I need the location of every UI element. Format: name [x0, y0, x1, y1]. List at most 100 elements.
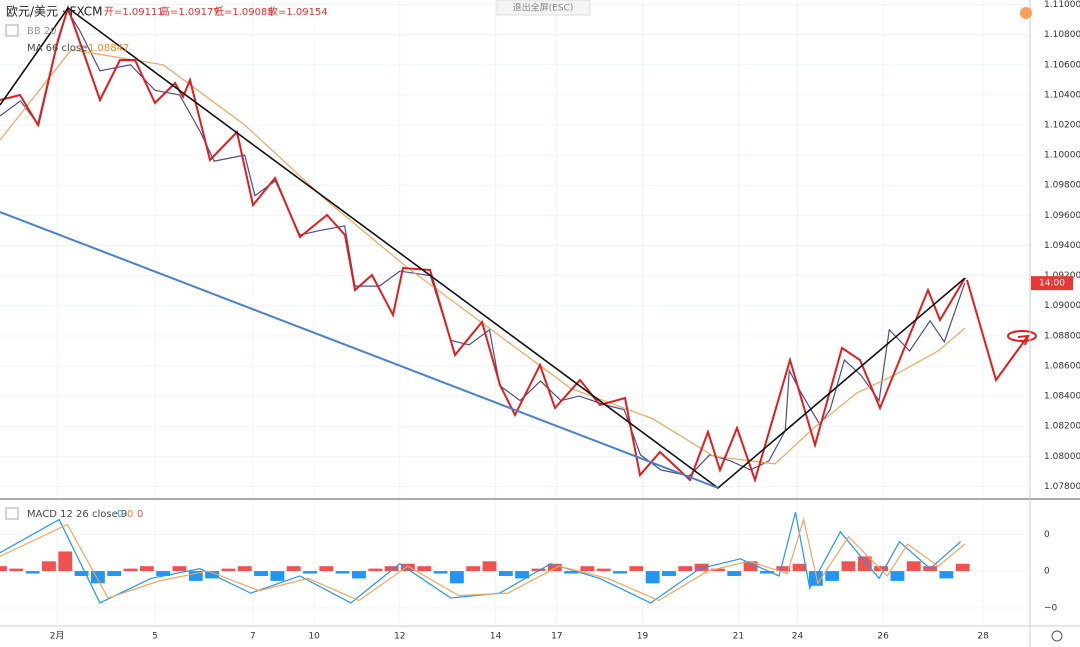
histogram-bar	[662, 571, 676, 576]
y-tick-label: 1.08400	[1044, 392, 1080, 402]
macd-legend-value: 0	[127, 509, 133, 520]
histogram-bar	[482, 561, 497, 572]
y-tick-label: 1.08600	[1044, 361, 1080, 371]
x-tick-label: 21	[733, 632, 744, 642]
histogram-bar	[498, 571, 513, 576]
x-tick-label: 17	[551, 632, 562, 642]
histogram-bar	[564, 571, 579, 574]
y-tick-label: 1.09400	[1044, 241, 1080, 251]
histogram-bar	[25, 571, 40, 574]
ohlc-open: 开=1.09111	[104, 7, 164, 18]
histogram-bar	[776, 566, 791, 572]
y-tick-label: 1.07800	[1044, 482, 1080, 492]
legend-entry: MA 66 close	[27, 43, 87, 54]
y-tick-label: 1.10400	[1044, 90, 1080, 100]
histogram-bar	[254, 571, 269, 576]
collapse-button[interactable]	[5, 507, 19, 520]
alert-icon[interactable]	[1020, 7, 1032, 19]
x-tick-label: 12	[394, 632, 405, 642]
settings-icon[interactable]	[1051, 630, 1063, 642]
price-tag: 14:00	[1039, 279, 1065, 289]
y-tick-label: 1.08000	[1044, 452, 1080, 462]
y-tick-label: 1.09600	[1044, 211, 1080, 221]
price-tag-box	[1031, 276, 1073, 291]
histogram-bar	[449, 571, 464, 584]
y-tick-label: 1.08200	[1044, 422, 1080, 432]
target-ellipse	[1007, 330, 1037, 342]
histogram-bar	[874, 566, 889, 572]
ohlc-high: 高=1.09177	[160, 5, 220, 18]
histogram-bar	[580, 566, 595, 572]
histogram-bar	[172, 566, 187, 572]
histogram-bar	[531, 568, 546, 572]
y-tick-label: 1.08800	[1044, 331, 1080, 341]
histogram-bar	[890, 571, 905, 581]
y-tick-label: 1.11000	[1044, 0, 1080, 10]
plot	[0, 9, 970, 604]
x-tick-label: 2月	[50, 631, 65, 642]
histogram-bar	[286, 566, 301, 572]
histogram-bar	[107, 571, 122, 576]
x-tick-label: 19	[637, 632, 649, 642]
exit-fullscreen-label: 退出全屏(ESC)	[513, 2, 574, 14]
trend-line	[0, 6, 966, 490]
histogram-bar	[743, 561, 758, 572]
histogram-bar	[759, 571, 774, 574]
y-tick-label: 1.10000	[1044, 151, 1080, 161]
histogram-bar	[74, 571, 89, 576]
x-tick-label: 28	[977, 632, 989, 642]
histogram-bar	[433, 571, 448, 574]
histogram-bar	[857, 556, 872, 572]
histogram-bar	[727, 571, 742, 576]
legend-value: 1.08847	[88, 43, 129, 54]
y-tick-label: 1.10200	[1044, 121, 1080, 131]
histogram-bar	[90, 571, 105, 584]
histogram-bar	[547, 563, 562, 572]
histogram-bar	[42, 561, 56, 572]
x-tick-label: 24	[792, 632, 804, 642]
histogram-bar	[319, 566, 334, 572]
histogram-bar	[139, 566, 154, 572]
series-line	[0, 517, 966, 602]
histogram-bar	[188, 571, 203, 581]
x-tick-label: 7	[250, 632, 256, 642]
x-tick-label: 14	[490, 632, 502, 642]
macd-legend-value: 0	[137, 509, 143, 520]
histogram-bar	[955, 563, 970, 572]
exit-fullscreen-button[interactable]	[496, 0, 591, 16]
histogram-bar	[906, 561, 921, 572]
histogram-bar	[0, 566, 7, 572]
histogram-bar	[368, 568, 383, 572]
y-tick-label: 1.10800	[1044, 30, 1080, 40]
histogram-bar	[352, 571, 366, 579]
series-line	[0, 49, 966, 465]
collapse-button[interactable]	[5, 24, 19, 37]
histogram-bar	[613, 571, 627, 574]
histogram-bar	[9, 568, 24, 572]
histogram-bar	[841, 561, 856, 572]
histogram-bar	[711, 568, 725, 572]
zigzag-drawing	[0, 4, 966, 484]
histogram-bar	[335, 571, 350, 574]
indicator-label: BB 20	[27, 26, 57, 37]
macd-title: MACD 12 26 close 9	[27, 509, 127, 520]
x-tick-label: 5	[152, 632, 158, 642]
histogram-bar	[156, 571, 171, 576]
histogram-bar	[58, 551, 73, 572]
histogram-bar	[792, 563, 807, 572]
channel-line	[0, 211, 719, 489]
histogram-bar	[694, 563, 709, 572]
x-tick-label: 26	[877, 632, 889, 642]
histogram-bar	[645, 571, 660, 584]
ohlc-low: 低=1.09085	[214, 5, 274, 18]
x-tick-label: 10	[308, 632, 320, 642]
macd-legend-value: 0	[117, 509, 123, 520]
y-tick-label: 0	[1044, 530, 1050, 540]
y-tick-label: 0	[1044, 567, 1050, 577]
y-tick-label: 1.09200	[1044, 271, 1080, 281]
series-line	[0, 9, 966, 477]
y-tick-label: −0	[1044, 603, 1058, 613]
histogram-bar	[515, 571, 530, 579]
